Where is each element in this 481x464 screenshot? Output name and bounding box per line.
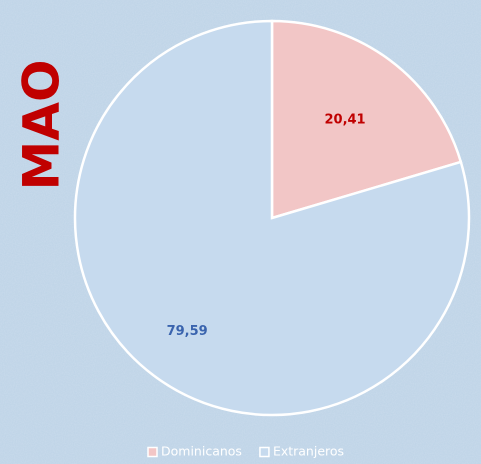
chart-title: MAO — [13, 60, 71, 191]
legend-marker — [259, 446, 270, 458]
legend-label: Dominicanos — [161, 444, 242, 459]
pie-slice — [270, 19, 463, 220]
data-label: 20,41 — [324, 113, 365, 128]
legend-marker — [147, 446, 158, 458]
pie-slice — [73, 19, 471, 417]
data-label: 79,59 — [167, 324, 208, 339]
legend-label: Extranjeros — [273, 444, 344, 459]
